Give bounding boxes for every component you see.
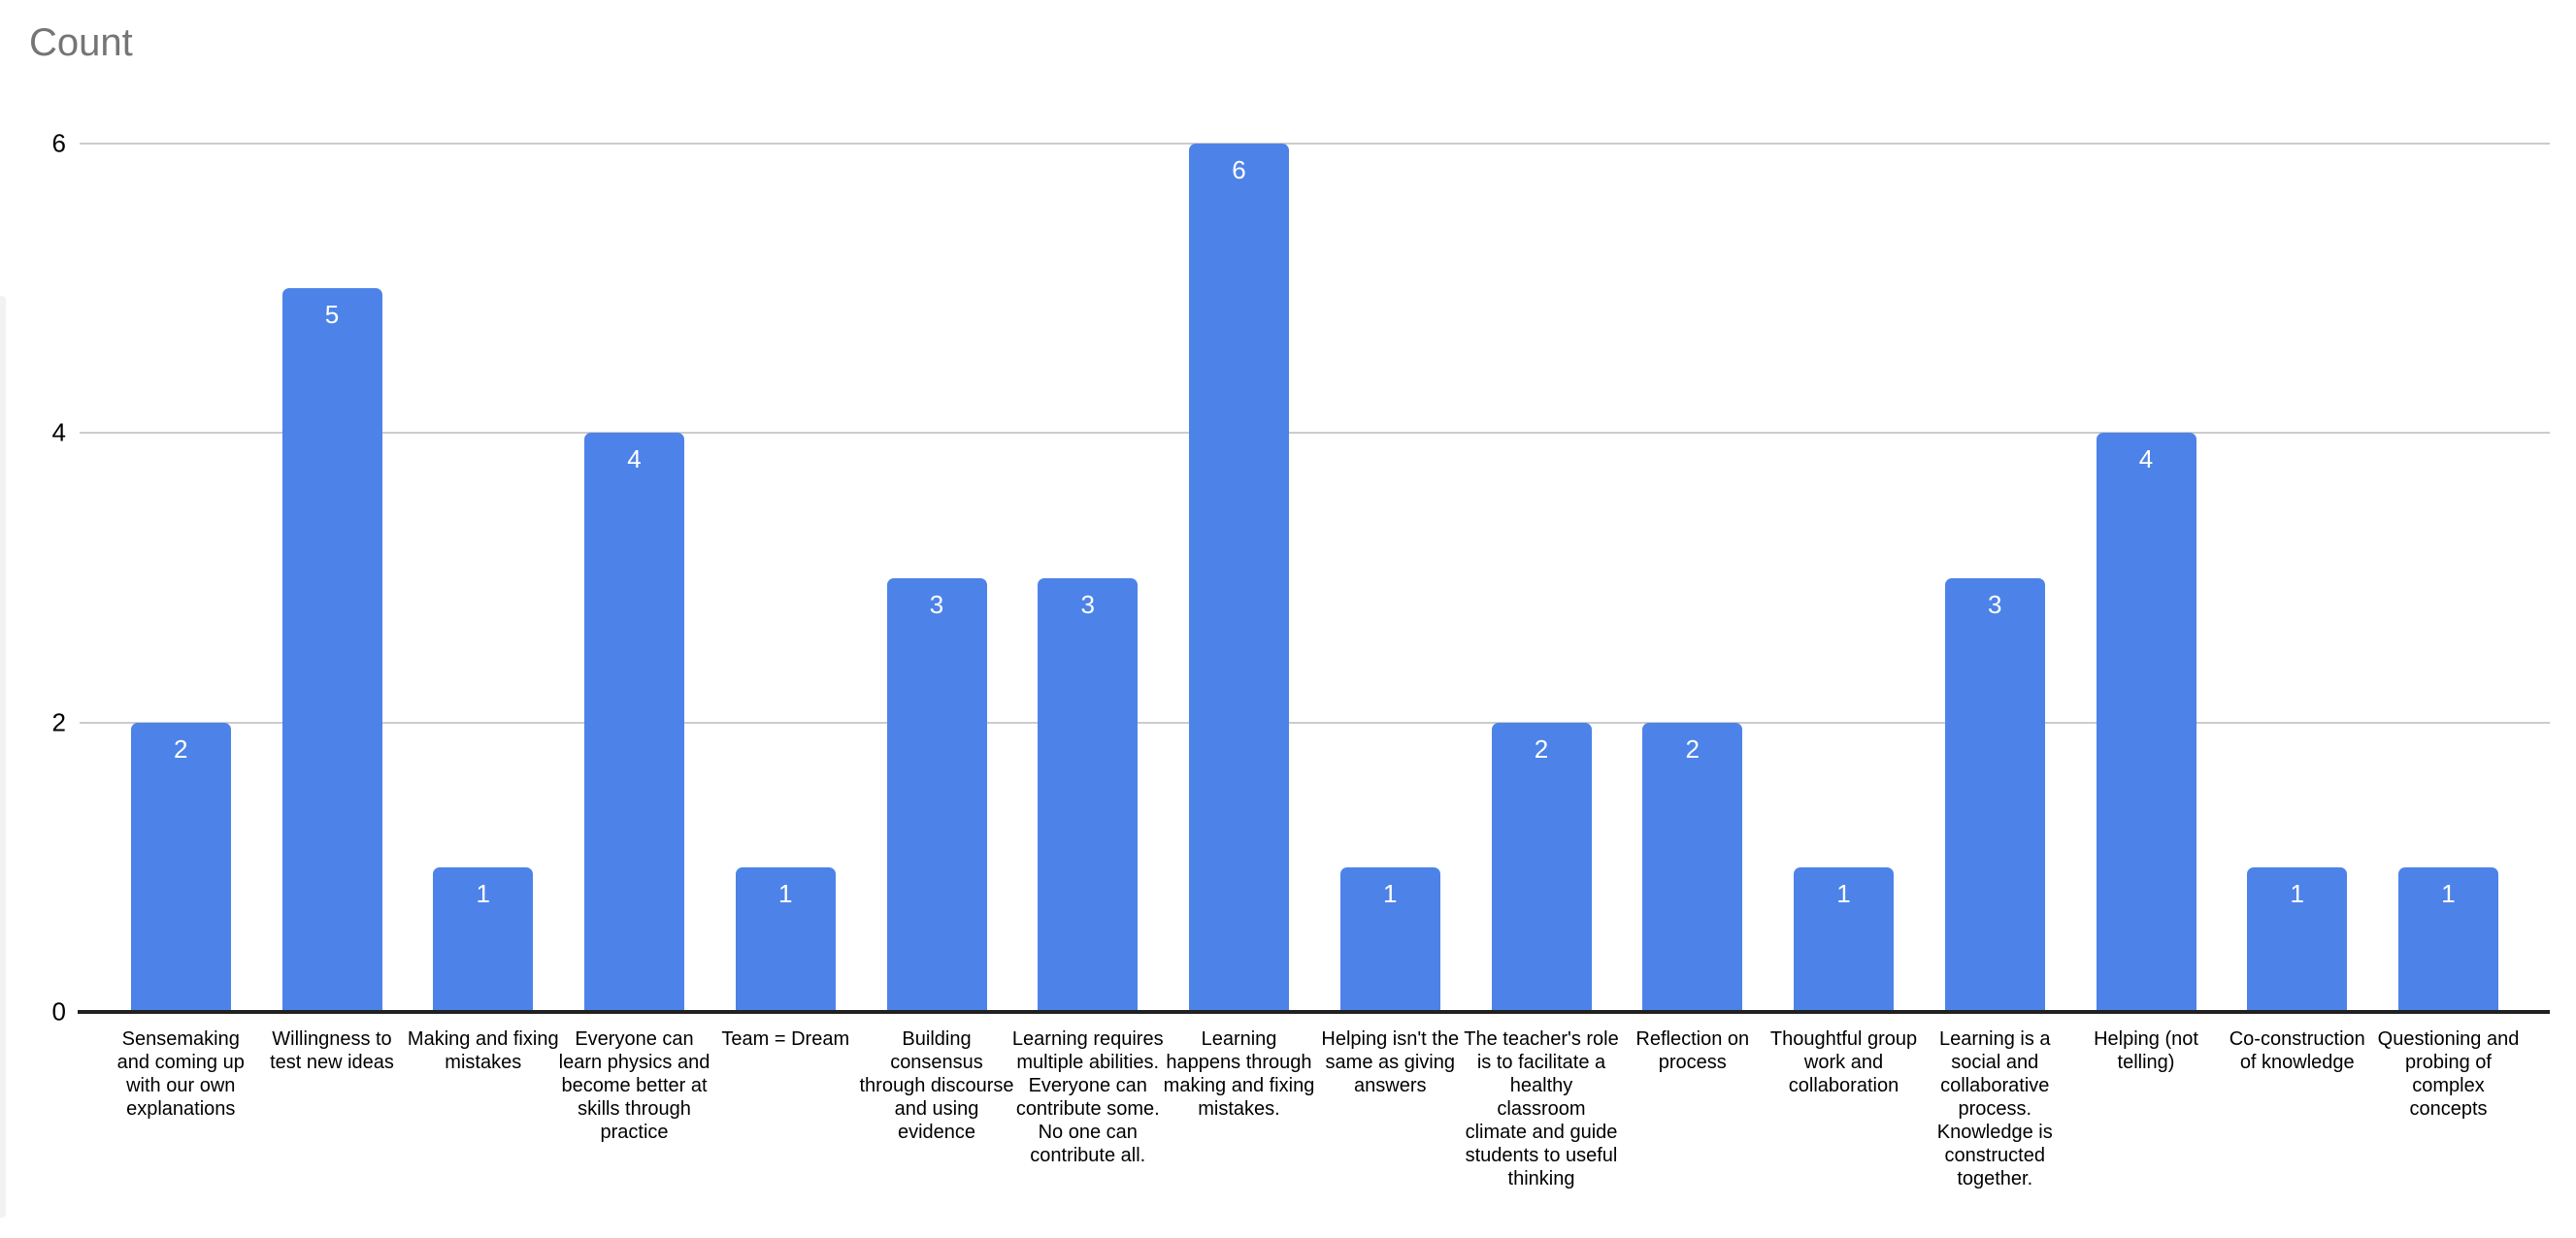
- category-label: Reflection on process: [1635, 1028, 1750, 1073]
- bar-slot: 3 Building consensus through discourse an…: [860, 144, 1013, 1143]
- bar-4[interactable]: 4: [584, 433, 684, 1012]
- bar-value-label: 3: [1080, 589, 1095, 619]
- plot-area: 2 Sensemaking and coming up with our own …: [52, 129, 2550, 1189]
- category-label: Co-construction of knowledge: [2229, 1028, 2365, 1073]
- category-label: Making and fixing mistakes: [407, 1028, 559, 1073]
- category-label: The teacher's role is to facilitate a he…: [1464, 1028, 1619, 1189]
- bar-14[interactable]: 4: [2096, 433, 2196, 1012]
- bar-value-label: 5: [324, 300, 340, 330]
- bar-1[interactable]: 2: [130, 722, 231, 1012]
- category-label: Learning happens through making and fixi…: [1163, 1028, 1315, 1120]
- left-edge-artifact: [0, 296, 6, 1218]
- bar-value-label: 1: [2290, 878, 2304, 908]
- category-label: Thoughtful group work and collaboration: [1769, 1028, 1918, 1096]
- bar-value-label: 1: [476, 878, 490, 908]
- bar-5[interactable]: 1: [735, 866, 836, 1012]
- category-label: Building consensus through discourse and…: [859, 1028, 1014, 1143]
- category-label: Everyone can learn physics and become be…: [558, 1028, 710, 1143]
- bar-value-label: 2: [1685, 733, 1700, 764]
- chart-title: Count: [29, 21, 133, 64]
- y-axis-tick-label: 2: [51, 707, 66, 737]
- bar-value-label: 3: [929, 589, 944, 619]
- category-label: Learning is a social and collaborative p…: [1936, 1028, 2053, 1189]
- bar-slot: 2 Sensemaking and coming up with our own …: [117, 144, 245, 1120]
- bar-3[interactable]: 1: [433, 866, 534, 1012]
- gridline-y6: [80, 143, 2550, 145]
- category-label: Learning requires multiple abilities. Ev…: [1011, 1028, 1164, 1166]
- y-axis-tick-label: 6: [51, 128, 66, 158]
- bar-15[interactable]: 1: [2247, 866, 2348, 1012]
- bar-slot: 2 The teacher's role is to facilitate a h…: [1464, 144, 1619, 1189]
- bar-7[interactable]: 3: [1038, 577, 1139, 1012]
- bar-11[interactable]: 2: [1642, 722, 1743, 1012]
- bar-slot: 4 Helping (not telling): [2094, 144, 2198, 1073]
- gridline-y2: [80, 721, 2550, 724]
- category-label: Questioning and probing of complex conce…: [2377, 1028, 2520, 1120]
- bars-container: 2 Sensemaking and coming up with our own …: [80, 144, 2550, 1189]
- x-baseline: [78, 1010, 2550, 1014]
- bar-slot: 1 Making and fixing mistakes: [408, 144, 559, 1073]
- bar-slot: 1 Thoughtful group work and collaboration: [1770, 144, 1917, 1096]
- bar-2[interactable]: 5: [281, 288, 382, 1012]
- bar-slot: 3 Learning is a social and collaborative …: [1937, 144, 2053, 1189]
- y-axis-tick-label: 0: [51, 996, 66, 1026]
- bar-slot: 5 Willingness to test new ideas: [270, 144, 394, 1073]
- category-label: Helping isn't the same as giving answers: [1321, 1028, 1460, 1096]
- category-label: Team = Dream: [721, 1028, 850, 1050]
- bar-slot: 1 Helping isn't the same as giving answer…: [1321, 144, 1459, 1096]
- gridline-y4: [80, 432, 2550, 435]
- y-axis-tick-label: 4: [51, 417, 66, 447]
- bar-slot: 4 Everyone can learn physics and become b…: [559, 144, 710, 1143]
- bar-slot: 1 Team = Dream: [721, 144, 849, 1050]
- bar-10[interactable]: 2: [1491, 722, 1592, 1012]
- bar-slot: 3 Learning requires multiple abilities. E…: [1012, 144, 1164, 1166]
- bar-9[interactable]: 1: [1339, 866, 1440, 1012]
- bar-value-label: 1: [1836, 878, 1851, 908]
- category-label: Helping (not telling): [2094, 1028, 2198, 1073]
- bar-value-label: 1: [2441, 878, 2456, 908]
- bar-value-label: 6: [1232, 155, 1246, 184]
- bar-value-label: 4: [627, 444, 642, 474]
- bar-12[interactable]: 1: [1794, 866, 1894, 1012]
- bar-value-label: 2: [1534, 733, 1549, 764]
- bar-value-label: 1: [1383, 878, 1398, 908]
- bar-6[interactable]: 3: [886, 577, 987, 1012]
- bar-slot: 1 Questioning and probing of complex conc…: [2378, 144, 2519, 1120]
- category-label: Sensemaking and coming up with our own e…: [116, 1028, 245, 1120]
- bar-value-label: 1: [778, 878, 793, 908]
- bar-value-label: 2: [174, 733, 188, 764]
- bar-slot: 1 Co-construction of knowledge: [2229, 144, 2365, 1073]
- bar-value-label: 4: [2138, 444, 2154, 474]
- bar-value-label: 3: [1988, 589, 2002, 619]
- bar-slot: 6 Learning happens through making and fix…: [1164, 144, 1314, 1120]
- bar-13[interactable]: 3: [1944, 577, 2045, 1012]
- bar-16[interactable]: 1: [2398, 866, 2498, 1012]
- category-label: Willingness to test new ideas: [270, 1028, 394, 1073]
- bar-slot: 2 Reflection on process: [1635, 144, 1749, 1073]
- bar-8[interactable]: 6: [1189, 144, 1289, 1012]
